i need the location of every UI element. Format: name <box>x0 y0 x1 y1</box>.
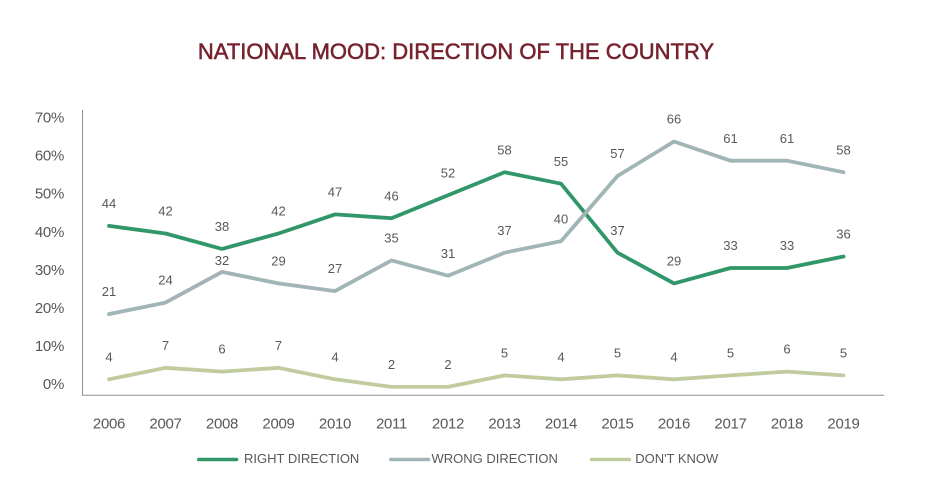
svg-text:RIGHT DIRECTION: RIGHT DIRECTION <box>244 451 359 466</box>
svg-text:0%: 0% <box>43 376 64 393</box>
svg-text:36: 36 <box>836 227 850 242</box>
svg-text:7: 7 <box>162 338 169 353</box>
svg-text:61: 61 <box>723 131 737 146</box>
svg-text:4: 4 <box>105 349 112 364</box>
svg-text:2006: 2006 <box>93 416 125 433</box>
svg-text:66: 66 <box>667 112 681 127</box>
svg-text:2019: 2019 <box>827 416 859 433</box>
svg-text:2009: 2009 <box>262 416 294 433</box>
svg-text:NATIONAL MOOD: DIRECTION OF TH: NATIONAL MOOD: DIRECTION OF THE COUNTRY <box>198 39 715 64</box>
svg-text:4: 4 <box>670 349 677 364</box>
svg-text:40: 40 <box>554 211 568 226</box>
svg-text:42: 42 <box>158 204 172 219</box>
svg-text:37: 37 <box>497 223 511 238</box>
svg-text:55: 55 <box>554 154 568 169</box>
svg-text:29: 29 <box>271 254 285 269</box>
svg-text:60%: 60% <box>35 148 64 165</box>
svg-text:30%: 30% <box>35 262 64 279</box>
svg-text:2014: 2014 <box>545 416 577 433</box>
svg-text:38: 38 <box>215 219 229 234</box>
svg-text:2018: 2018 <box>771 416 803 433</box>
svg-text:33: 33 <box>723 238 737 253</box>
svg-text:2007: 2007 <box>149 416 181 433</box>
svg-text:2008: 2008 <box>206 416 238 433</box>
svg-text:42: 42 <box>271 204 285 219</box>
svg-text:2016: 2016 <box>658 416 690 433</box>
svg-text:47: 47 <box>328 185 342 200</box>
svg-text:5: 5 <box>840 346 847 361</box>
svg-text:7: 7 <box>275 338 282 353</box>
svg-text:2012: 2012 <box>432 416 464 433</box>
svg-text:2011: 2011 <box>376 416 407 433</box>
svg-text:2017: 2017 <box>714 416 746 433</box>
svg-text:20%: 20% <box>35 300 64 317</box>
svg-text:31: 31 <box>441 246 455 261</box>
svg-text:6: 6 <box>218 342 225 357</box>
svg-text:10%: 10% <box>35 338 64 355</box>
svg-text:33: 33 <box>780 238 794 253</box>
svg-text:2015: 2015 <box>601 416 633 433</box>
svg-text:35: 35 <box>384 231 398 246</box>
svg-text:5: 5 <box>727 346 734 361</box>
svg-text:44: 44 <box>102 196 116 211</box>
svg-text:2: 2 <box>388 357 395 372</box>
svg-text:46: 46 <box>384 188 398 203</box>
svg-text:DON'T KNOW: DON'T KNOW <box>635 451 719 466</box>
svg-text:2: 2 <box>444 357 451 372</box>
svg-text:58: 58 <box>497 142 511 157</box>
svg-text:21: 21 <box>102 284 116 299</box>
svg-text:29: 29 <box>667 254 681 269</box>
svg-text:5: 5 <box>614 346 621 361</box>
svg-text:52: 52 <box>441 165 455 180</box>
svg-text:4: 4 <box>557 349 564 364</box>
svg-text:32: 32 <box>215 253 229 268</box>
svg-text:70%: 70% <box>35 110 64 127</box>
svg-text:WRONG DIRECTION: WRONG DIRECTION <box>432 451 558 466</box>
svg-text:5: 5 <box>501 346 508 361</box>
svg-text:37: 37 <box>610 223 624 238</box>
svg-text:6: 6 <box>783 342 790 357</box>
svg-text:24: 24 <box>158 273 172 288</box>
svg-text:40%: 40% <box>35 224 64 241</box>
svg-text:50%: 50% <box>35 186 64 203</box>
svg-text:2010: 2010 <box>319 416 351 433</box>
svg-text:4: 4 <box>331 349 338 364</box>
svg-text:57: 57 <box>610 146 624 161</box>
svg-text:61: 61 <box>780 131 794 146</box>
svg-text:27: 27 <box>328 261 342 276</box>
svg-text:58: 58 <box>836 142 850 157</box>
svg-text:2013: 2013 <box>488 416 520 433</box>
